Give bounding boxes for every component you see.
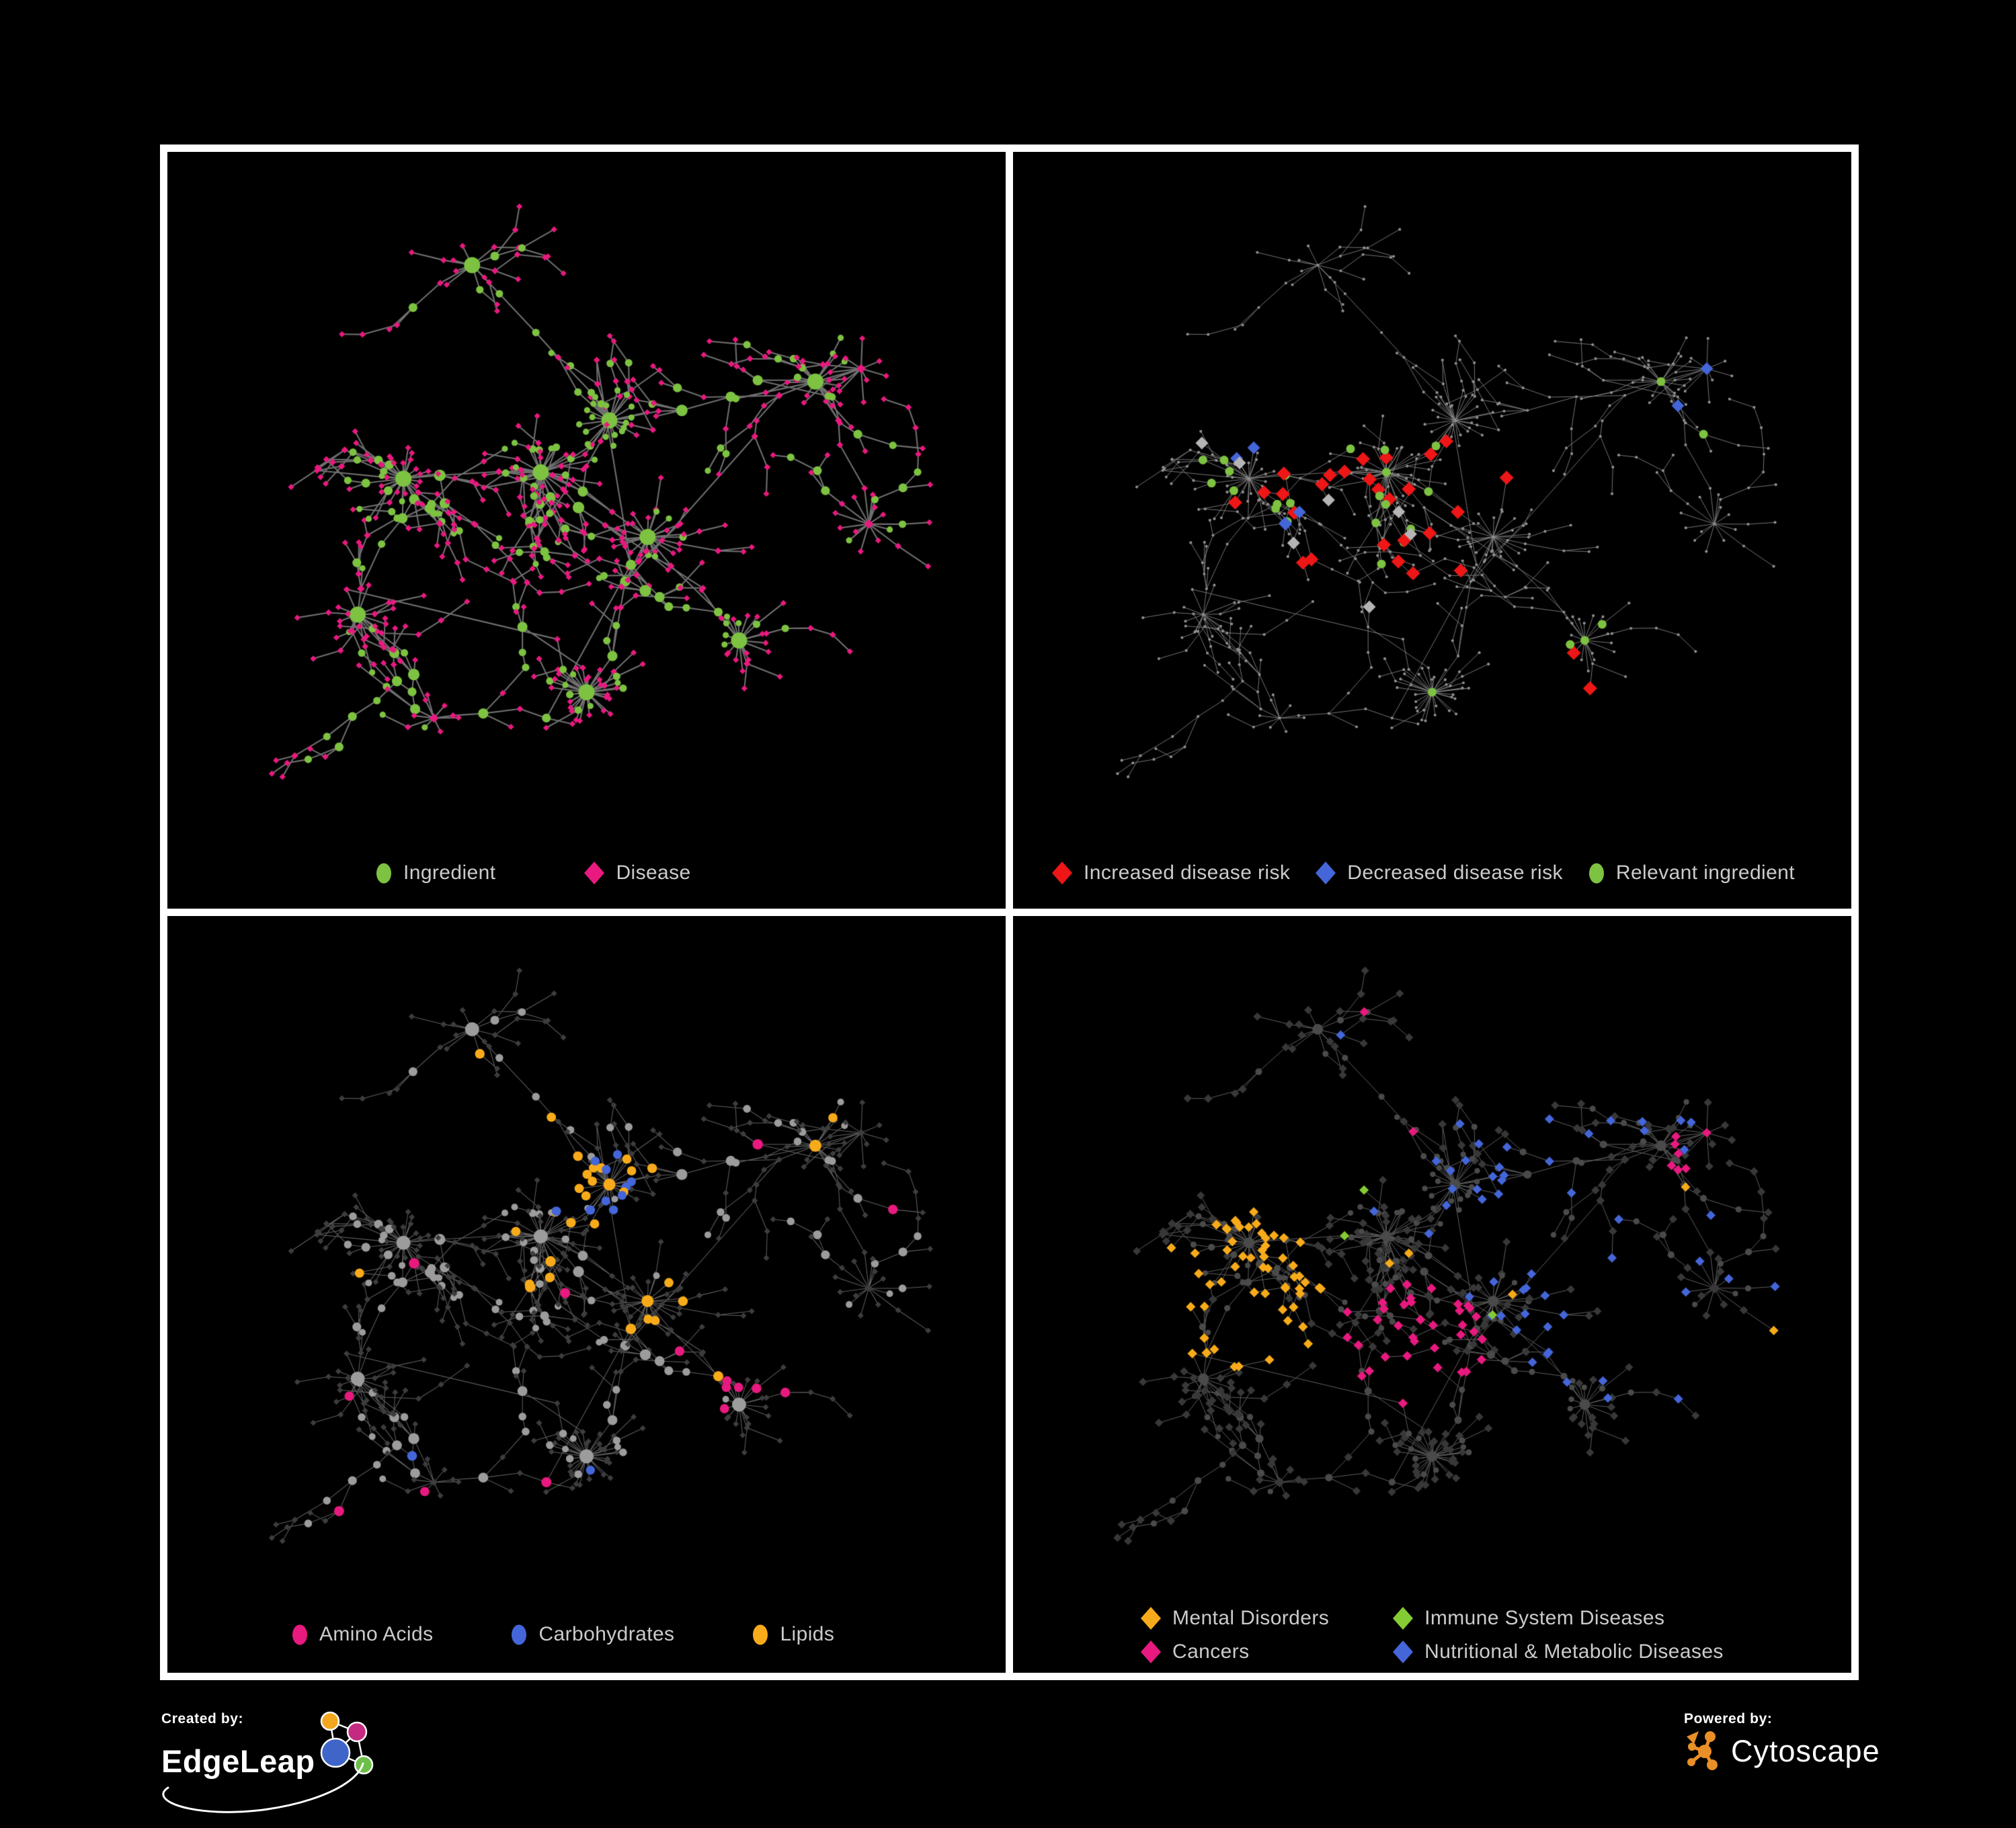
powered-by-label: Powered by: [1684,1711,1773,1727]
legend-item-mental-disorders: Mental Disorders [1141,1607,1329,1630]
figure-grid: Ingredient Disease Increased disease risk… [160,144,1859,1680]
legend-item-cancers: Cancers [1141,1640,1329,1663]
legend-item-label: Nutritional & Metabolic Diseases [1424,1640,1724,1663]
legend-item-label: Amino Acids [319,1623,434,1645]
legend-item-label: Cancers [1172,1640,1250,1663]
legend-diamond-icon [1393,1640,1414,1663]
edgeleap-logo: EdgeLeap [161,1711,384,1813]
legend-diamond-icon [1316,862,1336,884]
legend-diamond-icon [1141,1607,1161,1630]
legend-item-label: Lipids [780,1623,835,1645]
legend-item-decreased-disease-risk: Decreased disease risk [1316,862,1563,884]
legend-ingredient-disease: Ingredient Disease [167,862,1006,884]
cytoscape-credit: Powered by: Cytoscape [1684,1711,1880,1772]
legend-item-relevant-ingredient: Relevant ingredient [1588,862,1795,884]
ingredient-disease-network-canvas [167,152,1006,909]
edgeleap-credit: Created by: EdgeLeap [161,1711,384,1813]
panel-disease-classes: Mental Disorders Immune System Diseases Ca… [1013,916,1851,1673]
edgeleap-network-icon [320,1711,373,1775]
disease-classes-network-canvas [1013,916,1851,1673]
legend-item-lipids: Lipids [752,1623,834,1646]
cytoscape-network-icon [1687,1731,1718,1770]
legend-item-label: Relevant ingredient [1615,862,1795,884]
legend-diamond-icon [1141,1640,1161,1663]
legend-item-label: Ingredient [403,862,496,884]
legend-item-label: Mental Disorders [1172,1607,1330,1629]
legend-item-carbohydrates: Carbohydrates [511,1623,674,1646]
legend-item-label: Disease [616,862,691,884]
cytoscape-logo: Cytoscape [1684,1730,1880,1772]
legend-nutrient-classes: Amino Acids Carbohydrates Lipids [167,1623,1006,1646]
legend-item-label: Carbohydrates [538,1623,675,1645]
legend-disease-risk: Increased disease risk Decreased disease … [1013,862,1851,884]
legend-diamond-icon [1393,1607,1414,1630]
legend-circle-icon [292,1624,307,1645]
legend-item-label: Immune System Diseases [1424,1607,1665,1629]
disease-risk-network-canvas [1013,152,1851,909]
legend-item-immune-system-diseases: Immune System Diseases [1393,1607,1724,1630]
panel-nutrient-classes: Amino Acids Carbohydrates Lipids [167,916,1006,1673]
legend-item-amino-acids: Amino Acids [292,1623,433,1646]
legend-item-nutritional-metabolic-diseases: Nutritional & Metabolic Diseases [1393,1640,1724,1663]
legend-item-increased-disease-risk: Increased disease risk [1052,862,1290,884]
created-by-label: Created by: [161,1711,244,1727]
legend-circle-icon [1588,863,1604,883]
legend-circle-icon [512,1624,527,1645]
legend-item-label: Increased disease risk [1084,862,1291,884]
legend-item-disease: Disease [584,862,690,884]
panel-ingredient-disease: Ingredient Disease [167,152,1006,909]
legend-circle-icon [376,863,391,883]
legend-item-label: Decreased disease risk [1347,862,1563,884]
legend-diamond-icon [584,862,605,884]
legend-diamond-icon [1052,862,1072,884]
legend-item-ingredient: Ingredient [376,862,495,884]
edgeleap-brand-text: EdgeLeap [161,1743,315,1779]
legend-disease-classes: Mental Disorders Immune System Diseases Ca… [1013,1607,1851,1663]
panel-disease-risk: Increased disease risk Decreased disease … [1013,152,1851,909]
legend-circle-icon [753,1624,768,1645]
cytoscape-brand-text: Cytoscape [1731,1733,1880,1768]
nutrient-classes-network-canvas [167,916,1006,1673]
